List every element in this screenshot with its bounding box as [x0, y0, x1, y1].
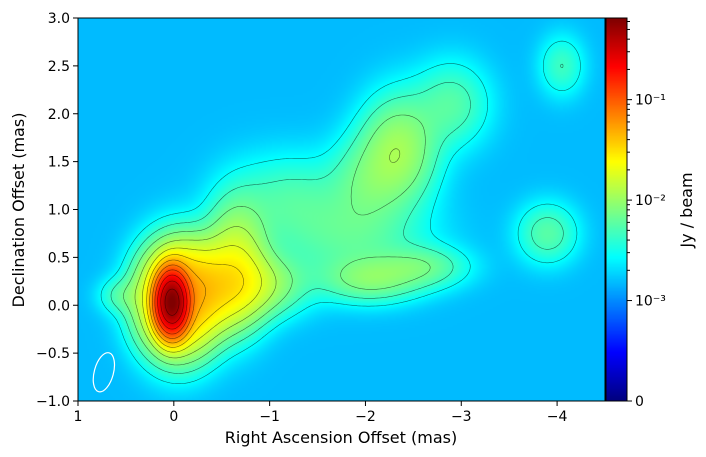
contour-line: [157, 274, 188, 330]
colorbar-tick-label: 10⁻²: [635, 193, 666, 209]
contour-line: [123, 114, 431, 366]
colorbar-tick-label: 10⁻¹: [635, 93, 666, 109]
plot-area: [77, 17, 606, 402]
contour-line: [100, 40, 581, 384]
contour-line: [149, 259, 206, 344]
y-tick-label: −0.5: [36, 346, 70, 362]
y-tick-label: 2.5: [48, 59, 70, 75]
y-tick-label: 2.0: [48, 107, 70, 123]
y-axis-label: Declination Offset (mas): [9, 113, 28, 308]
colorbar-tick-label: 0: [635, 394, 644, 410]
contour-line: [152, 264, 195, 339]
colorbar: 0 10⁻³ 10⁻² 10⁻¹ Jy / beam: [605, 17, 696, 410]
x-tick-label: −4: [547, 409, 568, 425]
contour-line: [134, 148, 401, 359]
x-tick-label: −3: [451, 409, 472, 425]
y-axis: −1.0 −0.5 0.0 0.5 1.0 1.5 2.0 2.5 3.0: [36, 11, 78, 410]
y-tick-label: −1.0: [36, 394, 70, 410]
colorbar-tick-label: 10⁻³: [635, 294, 666, 310]
contour-line: [160, 280, 184, 324]
contour-line: [154, 269, 191, 335]
y-tick-label: 0.5: [48, 250, 70, 266]
contour-line: [164, 288, 180, 316]
y-tick-label: 1.0: [48, 203, 70, 219]
contour-lines: [100, 40, 581, 384]
contour-line: [146, 254, 244, 348]
contour-line: [110, 63, 564, 374]
y-tick-label: 1.5: [48, 155, 70, 171]
x-tick-label: 1: [74, 409, 83, 425]
beam-ellipse: [92, 352, 116, 393]
colorbar-gradient: [606, 18, 627, 401]
intensity-map: [78, 18, 605, 401]
x-tick-label: −1: [259, 409, 280, 425]
colorbar-label: Jy / beam: [677, 172, 696, 248]
x-axis: 1 0 −1 −2 −3 −4: [74, 401, 568, 425]
contour-line: [142, 245, 262, 353]
y-tick-label: 0.0: [48, 298, 70, 314]
x-tick-label: 0: [169, 409, 178, 425]
x-axis-label: Right Ascension Offset (mas): [225, 428, 457, 447]
x-tick-label: −2: [355, 409, 376, 425]
y-tick-label: 3.0: [48, 11, 70, 27]
colorbar-ticks: 0 10⁻³ 10⁻² 10⁻¹: [627, 20, 666, 410]
